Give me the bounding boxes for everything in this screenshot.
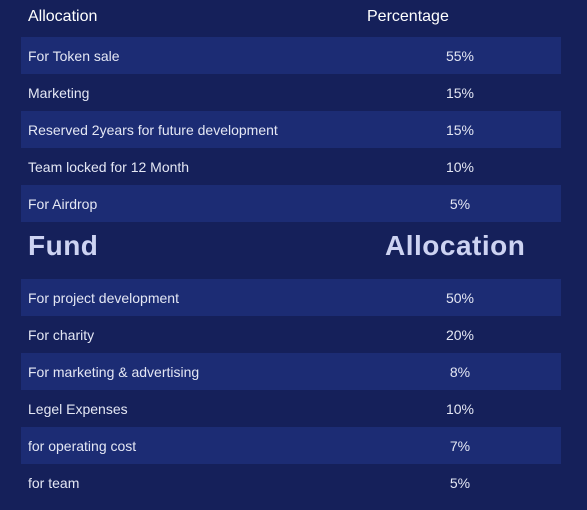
fund-allocation-table: For project development 50% For charity … xyxy=(21,279,561,501)
table-row: For Token sale 55% xyxy=(21,37,561,74)
table-header: Allocation Percentage xyxy=(21,0,561,36)
row-label: Team locked for 12 Month xyxy=(28,159,190,175)
header-allocation: Allocation xyxy=(28,8,98,25)
table-row: For marketing & advertising 8% xyxy=(21,353,561,390)
row-percentage: 10% xyxy=(445,159,475,175)
row-percentage: 55% xyxy=(445,48,475,64)
token-allocation-table: For Token sale 55% Marketing 15% Reserve… xyxy=(21,37,561,222)
row-label: For Token sale xyxy=(28,48,120,64)
row-percentage: 7% xyxy=(449,438,471,454)
table-row: For project development 50% xyxy=(21,279,561,316)
table-row: For charity 20% xyxy=(21,316,561,353)
table-row: for team 5% xyxy=(21,464,561,501)
table-row: Legel Expenses 10% xyxy=(21,390,561,427)
row-label: Reserved 2years for future development xyxy=(28,122,278,138)
row-percentage: 15% xyxy=(445,122,475,138)
header-percentage: Percentage xyxy=(367,8,449,25)
row-percentage: 8% xyxy=(449,364,471,380)
row-label: Legel Expenses xyxy=(28,401,128,417)
row-percentage: 15% xyxy=(445,85,475,101)
fund-allocation-heading: Fund Allocation xyxy=(21,222,561,279)
heading-allocation: Allocation xyxy=(385,230,526,261)
row-label: for operating cost xyxy=(28,438,137,454)
row-percentage: 5% xyxy=(449,196,471,212)
row-label: For marketing & advertising xyxy=(28,364,200,380)
table-row: for operating cost 7% xyxy=(21,427,561,464)
table-row: Marketing 15% xyxy=(21,74,561,111)
table-row: Team locked for 12 Month 10% xyxy=(21,148,561,185)
row-label: For charity xyxy=(28,327,95,343)
row-percentage: 50% xyxy=(445,290,475,306)
table-row: For Airdrop 5% xyxy=(21,185,561,222)
heading-fund: Fund xyxy=(28,230,99,261)
row-label: Marketing xyxy=(28,85,90,101)
row-percentage: 5% xyxy=(449,475,471,491)
row-percentage: 10% xyxy=(445,401,475,417)
row-label: for team xyxy=(28,475,80,491)
table-row: Reserved 2years for future development 1… xyxy=(21,111,561,148)
row-percentage: 20% xyxy=(445,327,475,343)
row-label: For Airdrop xyxy=(28,196,98,212)
row-label: For project development xyxy=(28,290,179,306)
